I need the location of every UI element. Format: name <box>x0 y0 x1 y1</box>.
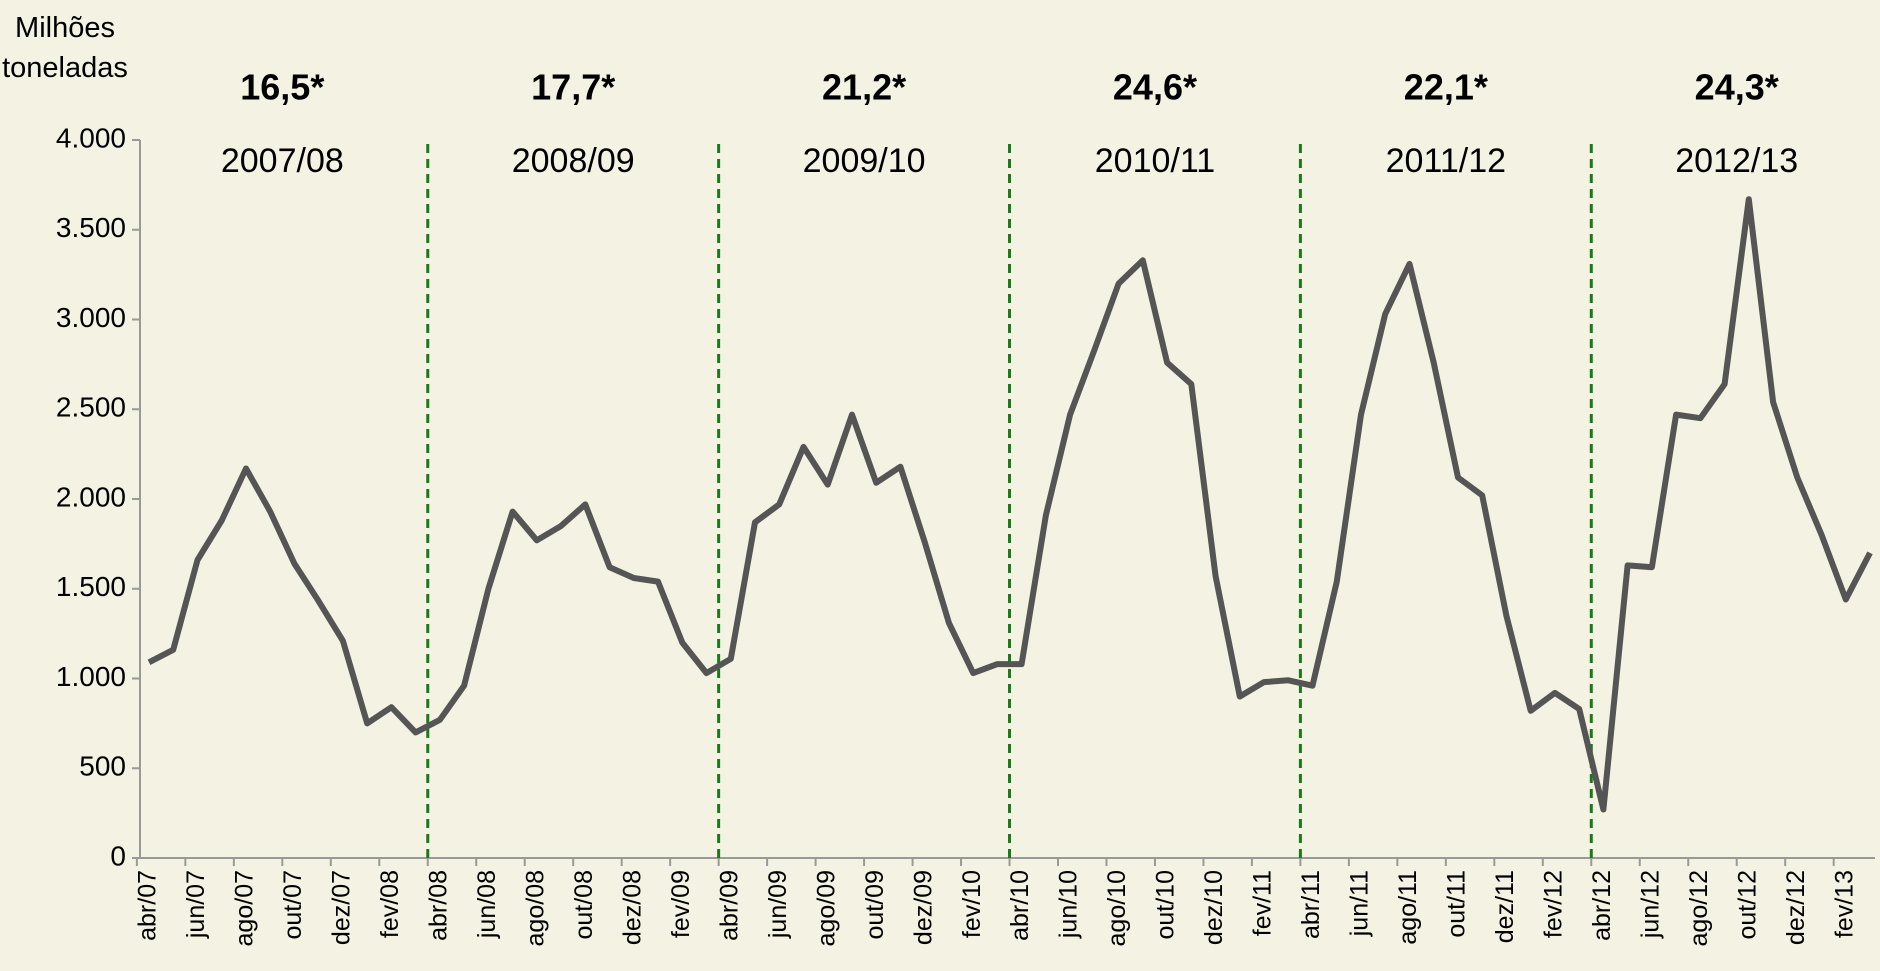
chart-page: 0 500 1.000 1.500 2.000 2.500 3.000 3.500 4.000 a… <box>0 0 1880 971</box>
season-label: 2007/08 <box>221 142 344 180</box>
season-label: 2010/11 <box>1095 142 1215 180</box>
season-total: 17,7* <box>531 67 615 108</box>
x-tick-label: abr/07 <box>134 870 162 941</box>
y-tick-label: 500 <box>79 751 126 782</box>
y-tick-label: 3.000 <box>56 302 126 333</box>
x-tick-label: dez/10 <box>1200 870 1228 945</box>
x-tick-label: fev/12 <box>1540 870 1568 938</box>
y-tick-label: 1.000 <box>56 661 126 692</box>
y-tick-label: 2.500 <box>56 392 126 423</box>
season-total: 21,2* <box>822 67 906 108</box>
y-axis-label: Milhões toneladas <box>0 8 130 88</box>
x-tick-label: out/08 <box>570 870 598 940</box>
x-tick-label: jun/07 <box>182 870 210 939</box>
x-tick-label: dez/09 <box>909 870 937 945</box>
x-tick-label: out/10 <box>1152 870 1180 940</box>
x-tick-label: ago/07 <box>231 870 259 946</box>
x-tick-label: abr/12 <box>1588 870 1616 941</box>
x-tick-label: abr/08 <box>424 870 452 941</box>
x-tick-label: ago/08 <box>521 870 549 946</box>
x-tick-label: ago/09 <box>812 870 840 946</box>
season-label: 2012/13 <box>1675 142 1798 180</box>
x-tick-label: ago/12 <box>1685 870 1713 946</box>
season-total: 16,5* <box>240 67 324 108</box>
y-tick-label: 4.000 <box>56 122 126 153</box>
y-tick-label: 3.500 <box>56 212 126 243</box>
x-tick-label: fev/13 <box>1830 870 1858 938</box>
x-tick-label: jun/09 <box>764 870 792 939</box>
x-tick-label: out/07 <box>279 870 307 940</box>
x-tick-label: ago/10 <box>1103 870 1131 946</box>
x-tick-label: fev/10 <box>958 870 986 938</box>
x-tick-label: out/09 <box>861 870 889 940</box>
x-tick-label: jun/08 <box>473 870 501 939</box>
x-tick-label: abr/10 <box>1006 870 1034 941</box>
season-total: 24,6* <box>1113 67 1197 108</box>
x-tick-label: jun/12 <box>1636 870 1664 939</box>
season-total: 24,3* <box>1695 67 1779 108</box>
x-tick-label: dez/08 <box>618 870 646 945</box>
x-tick-label: fev/11 <box>1249 870 1277 936</box>
x-tick-label: abr/09 <box>715 870 743 941</box>
season-label: 2011/12 <box>1386 142 1506 180</box>
x-tick-label: jun/10 <box>1055 870 1083 939</box>
x-tick-label: ago/11 <box>1394 870 1422 945</box>
y-tick-label: 1.500 <box>56 571 126 602</box>
x-tick-label: out/12 <box>1733 870 1761 940</box>
season-label: 2009/10 <box>803 142 926 180</box>
x-tick-label: fev/09 <box>667 870 695 938</box>
x-tick-label: dez/11 <box>1491 870 1519 943</box>
season-label: 2008/09 <box>512 142 635 180</box>
x-tick-label: dez/07 <box>328 870 356 945</box>
y-tick-label: 2.000 <box>56 481 126 512</box>
x-tick-label: fev/08 <box>376 870 404 938</box>
x-tick-label: dez/12 <box>1782 870 1810 945</box>
x-tick-label: jun/11 <box>1346 870 1374 937</box>
x-tick-label: out/11 <box>1443 870 1471 938</box>
y-tick-label: 0 <box>110 840 126 871</box>
season-total: 22,1* <box>1404 67 1488 108</box>
x-tick-label: abr/11 <box>1297 870 1325 939</box>
chart: 0 500 1.000 1.500 2.000 2.500 3.000 3.500 4.000 a… <box>0 0 1880 971</box>
